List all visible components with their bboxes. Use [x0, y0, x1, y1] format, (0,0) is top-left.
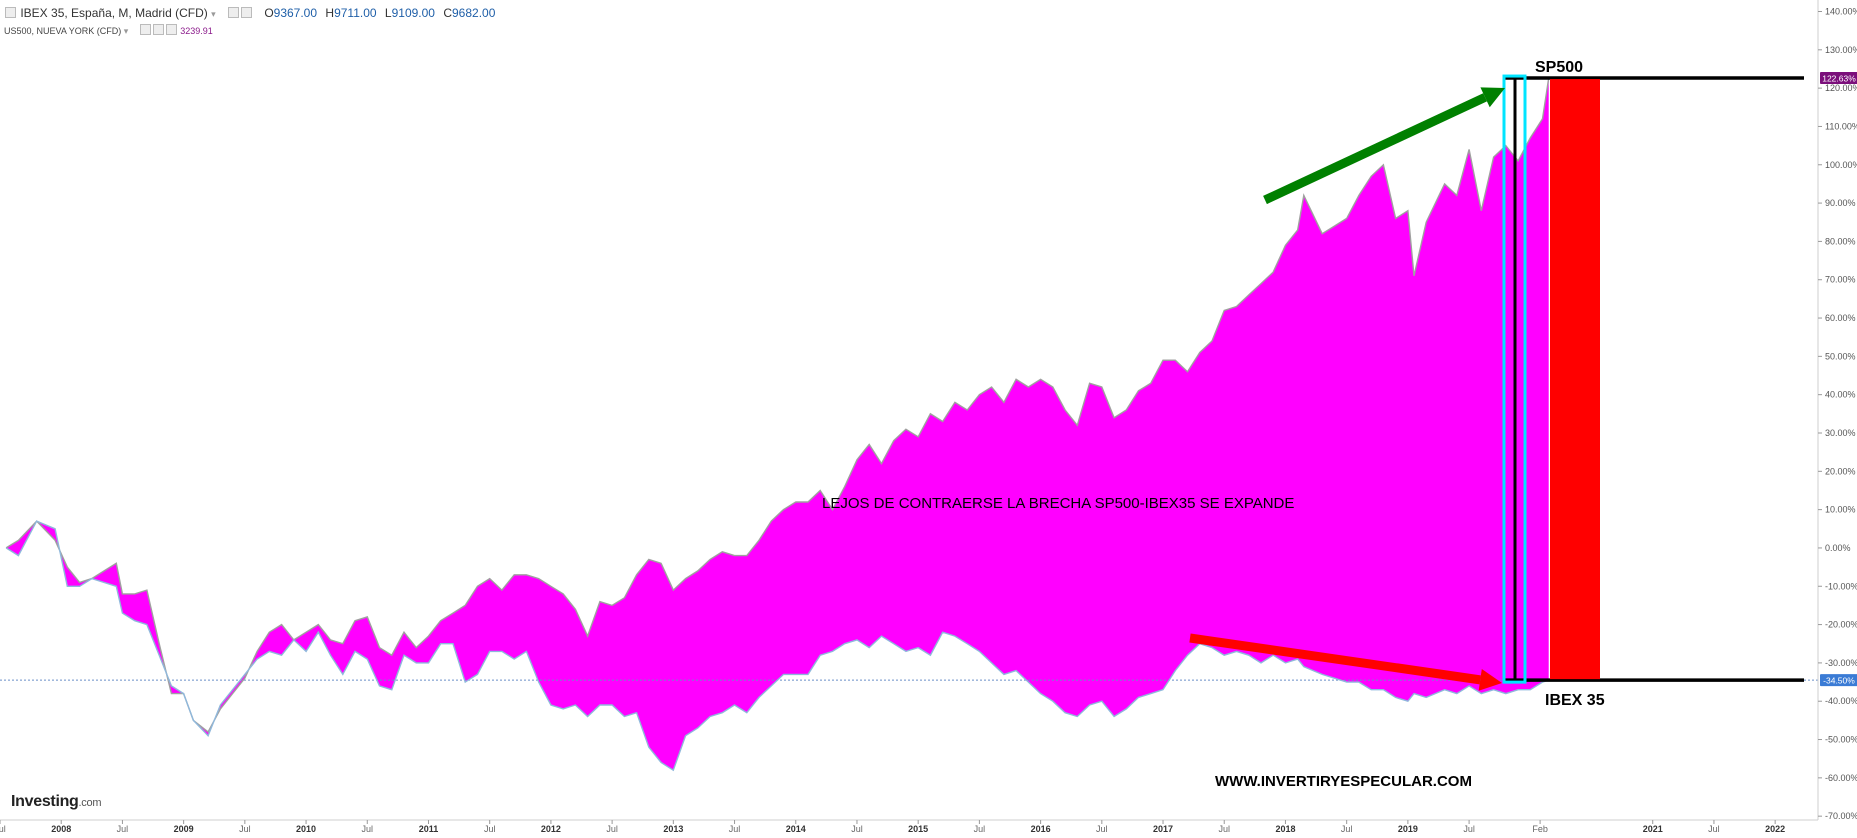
chevron-down-icon[interactable]: ▾ [211, 9, 216, 19]
compare-value: 3239.91 [180, 26, 213, 36]
green-arrow-head [1480, 87, 1505, 108]
settings-icon[interactable] [139, 24, 151, 35]
y-tick-label: -20.00% [1825, 620, 1857, 630]
y-tick-label: -50.00% [1825, 735, 1857, 745]
settings-icon[interactable] [227, 7, 239, 18]
x-tick-label: Jul [851, 824, 863, 834]
y-tick-label: 70.00% [1825, 275, 1856, 285]
compare-symbol[interactable]: US500, NUEVA YORK (CFD) [4, 26, 122, 36]
x-tick-label: 2017 [1153, 824, 1173, 834]
collapse-icon[interactable] [5, 7, 16, 18]
series-line-ibex35 [5, 520, 1549, 772]
annotation-layer: SP500 IBEX 35 LEJOS DE CONTRAERSE LA BRECH… [822, 59, 1804, 790]
gap-red-bar [1550, 79, 1600, 680]
red-arrow-head [1478, 668, 1502, 691]
x-tick-label: 2011 [419, 824, 439, 834]
price-axis-panel [1818, 0, 1857, 838]
last-value-label: -34.50% [1823, 676, 1855, 686]
x-tick-label: Jul [1708, 824, 1720, 834]
y-tick-label: -60.00% [1825, 773, 1857, 783]
fill-layer [6, 78, 1549, 771]
ibex-label: IBEX 35 [1545, 692, 1605, 709]
x-tick-label: 2016 [1031, 824, 1051, 834]
x-tick-label: Jul [974, 824, 986, 834]
remove-icon[interactable] [165, 24, 177, 35]
ohlc-low: L9109.00 [384, 6, 435, 20]
last-value-label: 122.63% [1822, 74, 1856, 84]
ohlc-open: O9367.00 [264, 6, 318, 20]
x-tick-label: Jul [484, 824, 496, 834]
sp500-label: SP500 [1535, 59, 1583, 76]
last-value-badge [1820, 674, 1857, 687]
x-tick-label: 2022 [1765, 824, 1785, 834]
y-tick-label: 80.00% [1825, 236, 1856, 246]
x-tick-label: Jul [0, 824, 6, 834]
y-tick-label: 110.00% [1825, 121, 1857, 131]
x-tick-label: Jul [729, 824, 741, 834]
green-arrow-shaft [1263, 93, 1487, 205]
x-tick-label: 2021 [1643, 824, 1663, 834]
x-tick-label: Feb [1532, 824, 1548, 834]
investing-logo: Investing.com [11, 793, 102, 810]
x-tick-label: 2018 [1275, 824, 1295, 834]
line-layer [0, 77, 1818, 772]
x-tick-label: Jul [117, 824, 129, 834]
close-icon[interactable] [152, 24, 164, 35]
y-tick-label: 130.00% [1825, 45, 1857, 55]
series-line-us500 [5, 77, 1550, 733]
y-tick-label: 50.00% [1825, 351, 1856, 361]
x-tick-label: Jul [1463, 824, 1475, 834]
y-tick-label: 40.00% [1825, 390, 1856, 400]
x-tick-label: Jul [1341, 824, 1353, 834]
x-tick-label: Jul [606, 824, 618, 834]
x-tick-label: Jul [1096, 824, 1108, 834]
x-tick-label: Jul [362, 824, 374, 834]
legend-compare: US500, NUEVA YORK (CFD) ▾ 3239.91 [4, 24, 213, 37]
gap-fill-area [6, 78, 1549, 771]
red-arrow-shaft [1189, 633, 1481, 685]
y-tick-label: 0.00% [1825, 543, 1851, 553]
chevron-down-icon[interactable]: ▾ [123, 26, 129, 36]
x-tick-label: 2015 [908, 824, 928, 834]
y-tick-label: 10.00% [1825, 505, 1856, 515]
time-axis-panel [0, 820, 1818, 838]
y-tick-label: 20.00% [1825, 466, 1856, 476]
y-tick-label: -30.00% [1825, 658, 1857, 668]
y-tick-label: -40.00% [1825, 696, 1857, 706]
highlight-box [1502, 74, 1527, 684]
x-tick-label: 2014 [786, 824, 806, 834]
y-tick-label: 90.00% [1825, 198, 1856, 208]
main-symbol[interactable]: IBEX 35, España, M, Madrid (CFD) [20, 6, 208, 20]
x-tick-label: Jul [1218, 824, 1230, 834]
last-value-badge [1820, 72, 1857, 85]
website-caption: WWW.INVERTIRYESPECULAR.COM [1215, 773, 1472, 790]
y-tick-label: 120.00% [1825, 83, 1857, 93]
y-tick-label: 60.00% [1825, 313, 1856, 323]
y-tick-label: 30.00% [1825, 428, 1856, 438]
x-tick-label: 2010 [296, 824, 316, 834]
y-tick-label: 140.00% [1825, 6, 1857, 16]
y-tick-label: -70.00% [1825, 811, 1857, 821]
close-icon[interactable] [240, 7, 252, 18]
x-tick-label: 2013 [663, 824, 683, 834]
ohlc-high: H9711.00 [325, 6, 377, 20]
x-tick-label: Jul [239, 824, 251, 834]
legend-main: IBEX 35, España, M, Madrid (CFD) ▾ O9367… [4, 6, 500, 20]
ohlc-close: C9682.00 [443, 6, 496, 20]
y-tick-label: -10.00% [1825, 581, 1857, 591]
x-tick-label: 2009 [174, 824, 194, 834]
y-tick-label: 100.00% [1825, 160, 1857, 170]
x-tick-label: 2012 [541, 824, 561, 834]
center-caption: LEJOS DE CONTRAERSE LA BRECHA SP500-IBEX… [822, 495, 1294, 512]
x-tick-label: 2019 [1398, 824, 1418, 834]
x-tick-label: 2008 [51, 824, 71, 834]
